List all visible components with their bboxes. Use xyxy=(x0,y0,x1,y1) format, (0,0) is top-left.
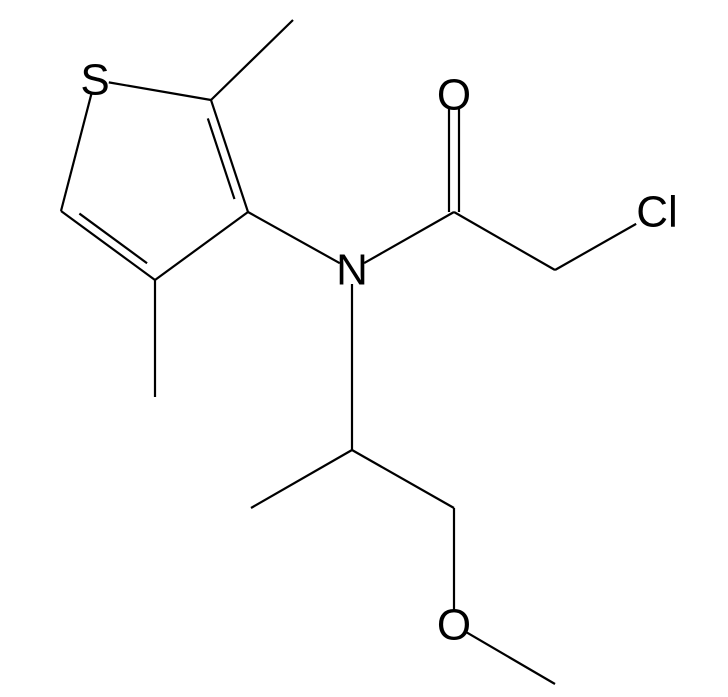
bond-line xyxy=(61,211,155,280)
bond-line xyxy=(248,212,340,263)
molecule-diagram: S N O Cl O xyxy=(0,0,728,697)
bond-line xyxy=(109,82,211,100)
atom-label-cl: Cl xyxy=(636,188,678,237)
bond-line xyxy=(211,100,248,212)
bond-line xyxy=(352,450,454,508)
bond-line xyxy=(466,632,555,684)
bond-line xyxy=(155,212,248,280)
bond-line xyxy=(364,212,454,263)
bond-line xyxy=(251,450,352,508)
atom-label-n: N xyxy=(336,246,368,295)
atom-label-s: S xyxy=(80,56,109,105)
atom-label-o: O xyxy=(437,601,471,650)
atom-label-o: O xyxy=(437,71,471,120)
bond-line xyxy=(211,20,293,100)
bond-line xyxy=(79,214,147,264)
bond-line xyxy=(555,224,636,270)
bond-line xyxy=(454,212,555,270)
bond-line xyxy=(61,94,91,211)
